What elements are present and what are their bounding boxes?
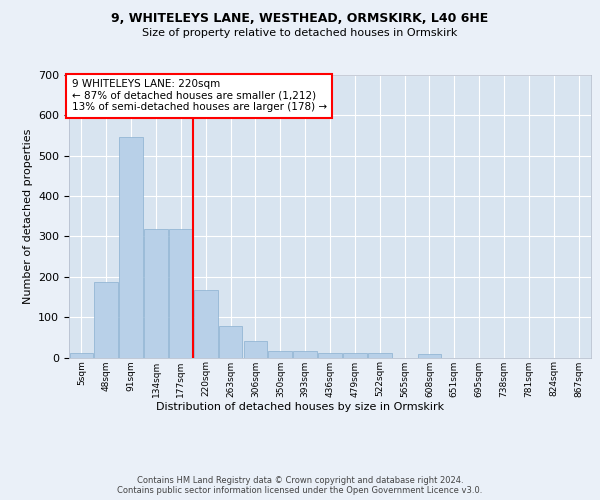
Bar — [94, 282, 118, 358]
Text: Contains HM Land Registry data © Crown copyright and database right 2024.
Contai: Contains HM Land Registry data © Crown c… — [118, 476, 482, 495]
Y-axis label: Number of detached properties: Number of detached properties — [23, 128, 32, 304]
Text: 9, WHITELEYS LANE, WESTHEAD, ORMSKIRK, L40 6HE: 9, WHITELEYS LANE, WESTHEAD, ORMSKIRK, L… — [112, 12, 488, 26]
Text: Size of property relative to detached houses in Ormskirk: Size of property relative to detached ho… — [142, 28, 458, 38]
Bar — [293, 350, 317, 358]
Bar — [144, 229, 168, 358]
Bar — [194, 290, 218, 358]
Bar — [70, 354, 93, 358]
Text: Distribution of detached houses by size in Ormskirk: Distribution of detached houses by size … — [156, 402, 444, 412]
Bar — [268, 350, 292, 358]
Bar — [219, 326, 242, 358]
Bar — [119, 136, 143, 358]
Bar — [318, 352, 342, 358]
Bar — [343, 352, 367, 358]
Bar — [418, 354, 441, 358]
Text: 9 WHITELEYS LANE: 220sqm
← 87% of detached houses are smaller (1,212)
13% of sem: 9 WHITELEYS LANE: 220sqm ← 87% of detach… — [71, 79, 327, 112]
Bar — [368, 352, 392, 358]
Bar — [244, 342, 267, 357]
Bar — [169, 229, 193, 358]
